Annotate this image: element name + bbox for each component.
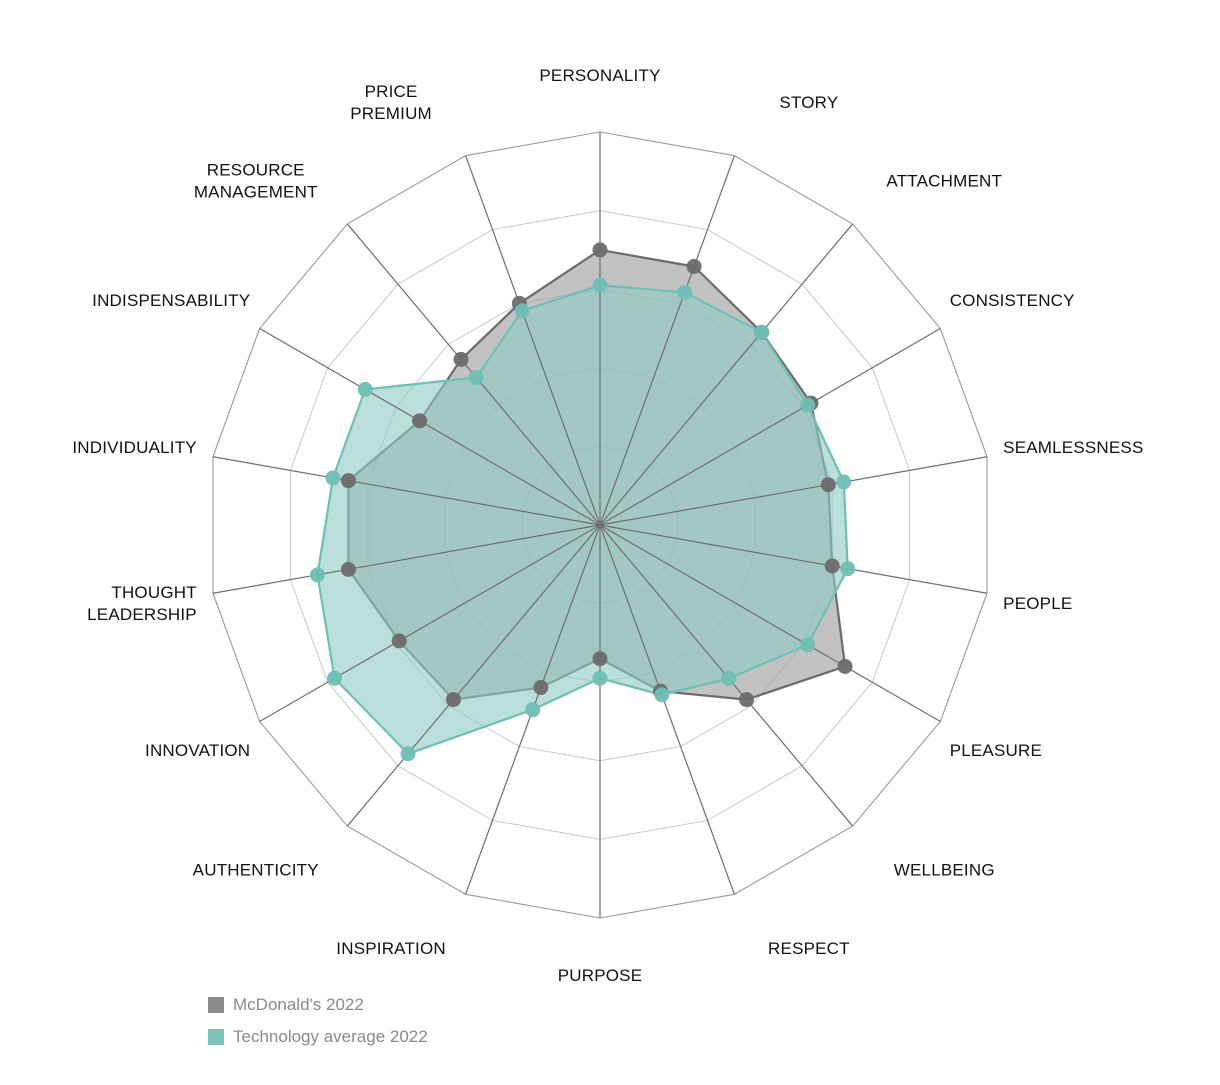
axis-label-line: INSPIRATION — [336, 939, 446, 958]
axis-label-line: INDIVIDUALITY — [72, 438, 196, 457]
legend-label-mcdonalds: McDonald's 2022 — [233, 995, 364, 1014]
data-point-technology-average-2022-people — [840, 561, 856, 577]
axis-spoke-consistency — [599, 327, 941, 526]
data-point-technology-average-2022-respect — [654, 687, 670, 703]
axis-label-line: STORY — [779, 93, 838, 112]
data-point-technology-average-2022-innovation — [327, 670, 343, 686]
axis-label-line: PRICE — [365, 82, 418, 101]
axis-label-consistency: CONSISTENCY — [950, 291, 1075, 310]
axis-label-line: CONSISTENCY — [950, 291, 1075, 310]
axis-label-resource-management: RESOURCE MANAGEMENT — [194, 160, 318, 201]
data-point-technology-average-2022-thought-leadership — [309, 567, 325, 583]
axis-label-seamlessness: SEAMLESSNESS — [1003, 438, 1143, 457]
axis-spoke-attachment — [599, 223, 854, 526]
data-point-technology-average-2022-seamlessness — [836, 474, 852, 490]
axis-spoke-individuality — [212, 456, 601, 526]
axis-label-people: PEOPLE — [1003, 594, 1072, 613]
data-point-mcdonald-s-2022-indispensability — [412, 413, 428, 429]
axis-label-line: SEAMLESSNESS — [1003, 438, 1143, 457]
data-point-mcdonald-s-2022-purpose — [592, 651, 608, 667]
axis-spoke-respect — [599, 524, 735, 895]
axis-label-innovation: INNOVATION — [145, 741, 250, 760]
axis-spoke-story — [599, 155, 735, 526]
axis-label-pleasure: PLEASURE — [950, 741, 1042, 760]
data-point-mcdonald-s-2022-thought-leadership — [340, 561, 356, 577]
axis-label-story: STORY — [779, 93, 838, 112]
axis-spoke-indispensability — [259, 327, 601, 526]
axis-label-thought-leadership: THOUGHT LEADERSHIP — [87, 583, 197, 624]
data-point-mcdonald-s-2022-personality — [592, 242, 608, 258]
data-point-mcdonald-s-2022-seamlessness — [820, 477, 836, 493]
axis-spoke-seamlessness — [599, 456, 988, 526]
axis-label-line: THOUGHT — [111, 583, 196, 602]
axis-label-line: PURPOSE — [558, 966, 643, 985]
axis-label-line: LEADERSHIP — [87, 605, 197, 624]
axis-label-purpose: PURPOSE — [558, 966, 643, 985]
axis-label-line: PEOPLE — [1003, 594, 1072, 613]
data-point-technology-average-2022-personality — [592, 277, 608, 293]
axis-spoke-people — [599, 524, 988, 594]
legend-item-mcdonalds: McDonald's 2022 — [208, 994, 428, 1016]
axis-label-line: WELLBEING — [894, 861, 995, 880]
axis-label-line: INDISPENSABILITY — [92, 291, 250, 310]
axis-label-line: RESPECT — [768, 939, 850, 958]
axis-spoke-authenticity — [346, 524, 601, 827]
data-point-mcdonald-s-2022-individuality — [340, 473, 356, 489]
series-points-mcdonald-s-2022 — [340, 242, 853, 708]
axis-label-line: PLEASURE — [950, 741, 1042, 760]
axis-label-line: MANAGEMENT — [194, 182, 318, 201]
axis-label-attachment: ATTACHMENT — [886, 171, 1002, 190]
axis-spoke-pleasure — [599, 524, 941, 723]
data-point-mcdonald-s-2022-pleasure — [837, 658, 853, 674]
data-point-technology-average-2022-purpose — [592, 670, 608, 686]
axis-label-price-premium: PRICE PREMIUM — [350, 82, 432, 123]
series-points-technology-average-2022 — [309, 277, 856, 762]
data-point-technology-average-2022-indispensability — [357, 381, 373, 397]
data-point-mcdonald-s-2022-story — [686, 258, 702, 274]
axis-label-authenticity: AUTHENTICITY — [193, 861, 319, 880]
data-point-mcdonald-s-2022-inspiration — [533, 679, 549, 695]
data-point-mcdonald-s-2022-innovation — [391, 633, 407, 649]
data-point-technology-average-2022-authenticity — [400, 746, 416, 762]
data-point-mcdonald-s-2022-people — [824, 558, 840, 574]
legend: McDonald's 2022 Technology average 2022 — [208, 994, 428, 1058]
axis-labels: PERSONALITY STORY ATTACHMENT CONSISTENCY SEA… — [72, 66, 1143, 985]
data-point-mcdonald-s-2022-resource-management — [453, 351, 469, 367]
data-point-technology-average-2022-resource-management — [468, 369, 484, 385]
axis-label-line: RESOURCE — [207, 160, 305, 179]
radar-spokes — [212, 132, 988, 918]
legend-swatch-mcdonalds — [208, 997, 224, 1013]
legend-item-technology-average: Technology average 2022 — [208, 1026, 428, 1048]
axis-spoke-thought-leadership — [212, 524, 601, 594]
axis-label-wellbeing: WELLBEING — [894, 861, 995, 880]
data-point-technology-average-2022-inspiration — [525, 702, 541, 718]
axis-label-line: ATTACHMENT — [886, 171, 1002, 190]
data-point-technology-average-2022-pleasure — [800, 637, 816, 653]
axis-spoke-innovation — [259, 524, 601, 723]
data-point-mcdonald-s-2022-authenticity — [445, 692, 461, 708]
axis-label-line: INNOVATION — [145, 741, 250, 760]
data-point-technology-average-2022-price-premium — [514, 303, 530, 319]
data-point-technology-average-2022-wellbeing — [721, 671, 737, 687]
axis-label-inspiration: INSPIRATION — [336, 939, 446, 958]
legend-swatch-technology-average — [208, 1029, 224, 1045]
data-point-technology-average-2022-individuality — [325, 470, 341, 486]
axis-label-respect: RESPECT — [768, 939, 850, 958]
data-point-technology-average-2022-attachment — [754, 324, 770, 340]
axis-label-personality: PERSONALITY — [539, 66, 660, 85]
axis-spoke-price-premium — [465, 155, 601, 526]
axis-label-line: PERSONALITY — [539, 66, 660, 85]
axis-label-line: AUTHENTICITY — [193, 861, 319, 880]
axis-label-individuality: INDIVIDUALITY — [72, 438, 196, 457]
axis-label-line: PREMIUM — [350, 104, 432, 123]
data-point-mcdonald-s-2022-wellbeing — [739, 692, 755, 708]
axis-label-indispensability: INDISPENSABILITY — [92, 291, 250, 310]
data-point-technology-average-2022-story — [677, 284, 693, 300]
data-point-technology-average-2022-consistency — [800, 397, 816, 413]
legend-label-technology-average: Technology average 2022 — [233, 1027, 428, 1046]
